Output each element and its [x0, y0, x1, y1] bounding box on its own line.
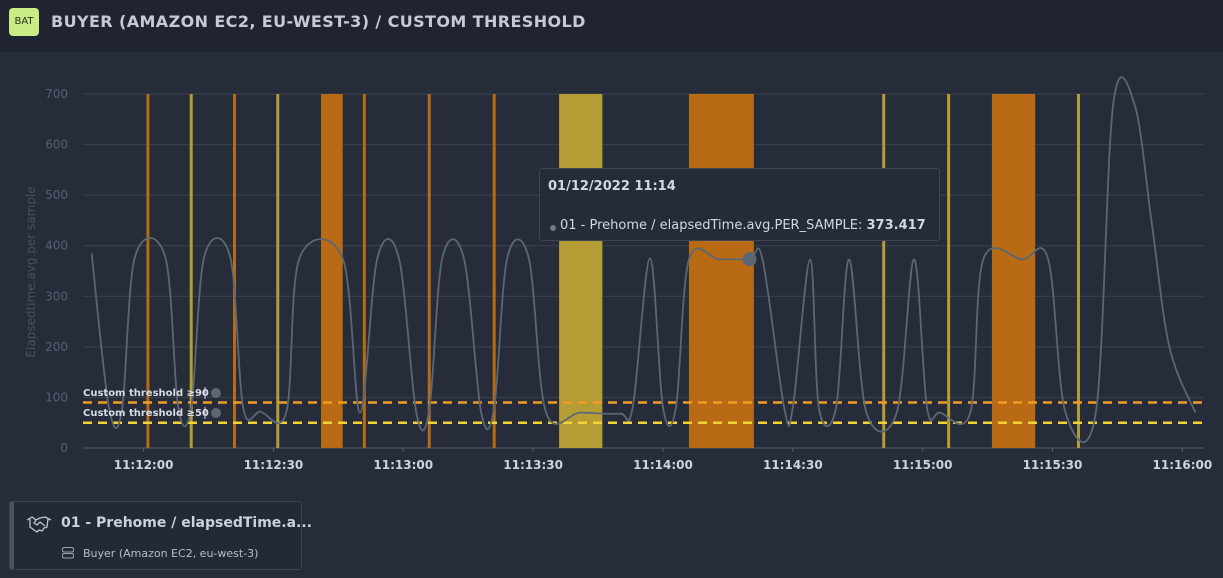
x-tick-labels: 11:12:00 11:12:30 11:13:00 11:13:30 11:14:00…: [114, 458, 1212, 472]
x-tick-label: 11:16:00: [1153, 458, 1213, 472]
threshold-band: [559, 94, 603, 448]
y-tick-label: 700: [45, 87, 68, 101]
card-accent: [10, 502, 14, 569]
app-badge: BAT: [9, 8, 39, 36]
highlighted-point[interactable]: [742, 252, 757, 267]
x-tick-label: 11:12:30: [244, 458, 304, 472]
threshold-bands: [146, 94, 1080, 448]
page-title: BUYER (AMAZON EC2, EU-WEST-3) / CUSTOM T…: [51, 12, 586, 31]
y-tick-label: 100: [45, 390, 68, 404]
threshold-band: [991, 94, 1036, 448]
tooltip-date: 01/12/2022 11:14: [548, 179, 676, 194]
handshake-icon: [26, 516, 52, 533]
card-subtitle: Buyer (Amazon EC2, eu-west-3): [83, 547, 259, 560]
app-header: BAT BUYER (AMAZON EC2, EU-WEST-3) / CUST…: [0, 0, 1223, 52]
tooltip-series-label: 01 - Prehome / elapsedTime.avg.PER_SAMPL…: [560, 218, 863, 233]
x-tick-label: 11:14:30: [763, 458, 823, 472]
y-tick-label: 600: [45, 138, 68, 152]
tooltip-series-dot: [550, 225, 556, 231]
x-tick-label: 11:13:30: [503, 458, 563, 472]
threshold-band: [189, 94, 193, 448]
threshold-band: [1076, 94, 1080, 448]
threshold-band: [947, 94, 951, 448]
x-tick-label: 11:12:00: [114, 458, 174, 472]
x-tick-label: 11:14:00: [633, 458, 693, 472]
chart-grid: [83, 93, 1204, 452]
tooltip-series: 01 - Prehome / elapsedTime.avg.PER_SAMPL…: [560, 218, 926, 233]
y-tick-label: 200: [45, 340, 68, 354]
threshold-band: [321, 94, 343, 448]
server-icon: [62, 547, 74, 559]
y-tick-labels: 0 100 200 300 400 500 600 700: [45, 87, 68, 455]
y-axis-title: Elapsedtime.avg.per sample: [24, 186, 38, 357]
y-tick-label: 400: [45, 239, 68, 253]
threshold-band: [232, 94, 236, 448]
threshold-band: [362, 94, 366, 448]
threshold-band: [492, 94, 496, 448]
threshold-label: Custom threshold ≥50: [83, 408, 209, 419]
threshold-band: [688, 94, 754, 448]
threshold-label-dot: [211, 388, 221, 398]
threshold-label: Custom threshold ≥90: [83, 388, 209, 399]
series-line-prehome: [90, 76, 1197, 443]
y-tick-label: 300: [45, 289, 68, 303]
threshold-label-dot: [211, 408, 221, 418]
tooltip-value: 373.417: [866, 218, 926, 233]
threshold-band: [146, 94, 150, 448]
threshold-band: [276, 94, 280, 448]
x-tick-label: 11:15:00: [893, 458, 953, 472]
threshold-labels: Custom threshold ≥90 Custom threshold ≥50: [83, 387, 221, 419]
x-tick-label: 11:13:00: [373, 458, 433, 472]
threshold-band: [882, 94, 886, 448]
threshold-lines: [83, 401, 1204, 424]
y-tick-label: 0: [60, 441, 68, 455]
y-tick-label: 500: [45, 188, 68, 202]
series-card[interactable]: 01 - Prehome / elapsedTime.a... Buyer (A…: [9, 501, 312, 570]
chart-tooltip: 01/12/2022 11:14 01 - Prehome / elapsedT…: [539, 168, 940, 241]
threshold-band: [427, 94, 431, 448]
x-tick-label: 11:15:30: [1023, 458, 1083, 472]
card-title: 01 - Prehome / elapsedTime.a...: [61, 515, 312, 531]
